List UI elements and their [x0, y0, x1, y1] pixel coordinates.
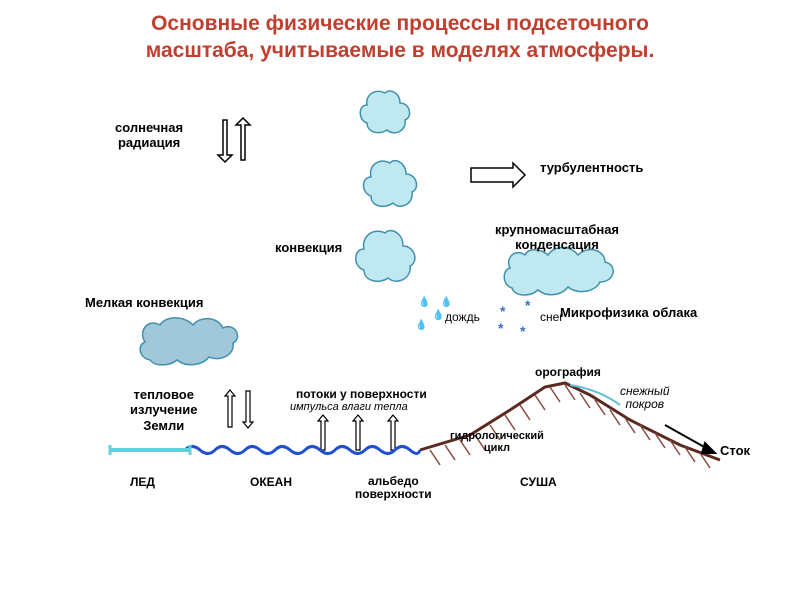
snowflake: * — [500, 303, 505, 319]
turbulence-arrow — [468, 160, 528, 190]
land-label: СУША — [520, 475, 557, 489]
diagram-canvas: солнечнаярадиация конвекция турбулентнос… — [0, 65, 800, 595]
snowflake: * — [520, 323, 525, 339]
title-line2: масштаба, учитываемые в моделях атмосфер… — [146, 39, 655, 62]
ocean-label: ОКЕАН — [250, 475, 292, 489]
rain-label: дождь — [445, 310, 480, 324]
snowflake: * — [525, 297, 530, 313]
small-convection-cloud — [135, 310, 245, 368]
convection-cloud-2 — [358, 155, 423, 213]
albedo-label: альбедоповерхности — [355, 475, 432, 501]
raindrop: 💧 — [415, 320, 427, 331]
raindrop: 💧 — [418, 297, 430, 308]
small-convection-label: Мелкая конвекция — [85, 295, 204, 310]
condensation-label: крупномасштабнаяконденсация — [495, 222, 619, 253]
turbulence-label: турбулентность — [540, 160, 643, 175]
convection-cloud-3 — [350, 225, 422, 287]
solar-radiation-arrows — [215, 110, 255, 165]
convection-cloud-1 — [355, 85, 415, 140]
cloud-microphysics-label: Микрофизика облака — [560, 305, 697, 320]
hydrological-cycle-label: гидрологическийцикл — [450, 430, 544, 454]
convection-label: конвекция — [275, 240, 342, 255]
ice-label: ЛЕД — [130, 475, 155, 489]
raindrop: 💧 — [432, 310, 444, 321]
title-line1: Основные физические процессы подсеточног… — [151, 12, 649, 35]
runoff-label: Сток — [720, 443, 750, 458]
raindrop: 💧 — [440, 297, 452, 308]
solar-radiation-label: солнечнаярадиация — [115, 120, 183, 151]
snowflake: * — [498, 320, 503, 336]
snow-label: снег — [540, 310, 564, 324]
